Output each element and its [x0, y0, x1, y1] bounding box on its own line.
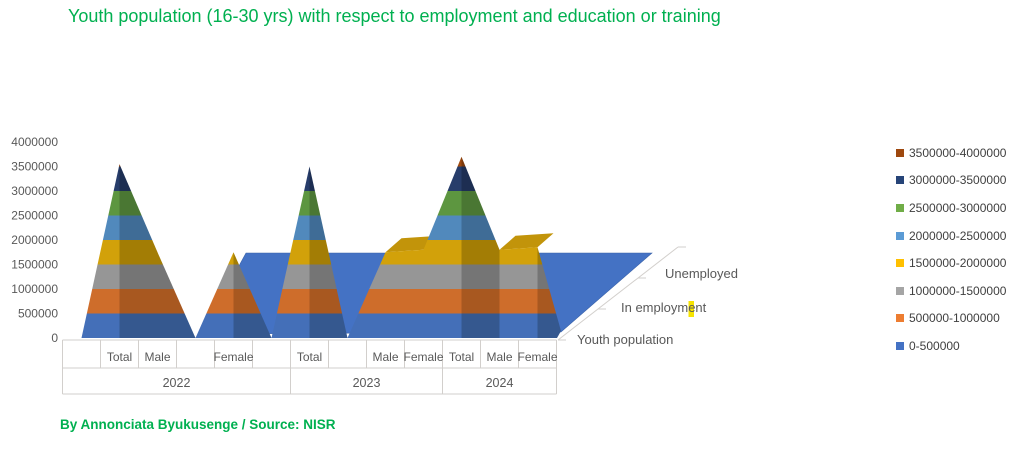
- category-label: Total: [297, 350, 322, 364]
- value-axis-label: 3500000: [11, 160, 58, 174]
- legend-item: 3000000-3500000: [896, 167, 1006, 195]
- attribution-text: By Annonciata Byukusenge / Source: NISR: [60, 417, 336, 432]
- legend-item: 1000000-1500000: [896, 277, 1006, 305]
- legend-label: 2500000-3000000: [909, 200, 1007, 215]
- legend-swatch: [896, 259, 904, 268]
- surface-face: [81, 164, 120, 338]
- value-axis-label: 500000: [18, 307, 58, 321]
- legend: 3500000-4000000 3000000-3500000 2500000-30…: [896, 139, 1006, 360]
- surface-face: [309, 166, 348, 338]
- legend-item: 1500000-2000000: [896, 249, 1006, 277]
- depth-axis-label: In employment: [621, 300, 707, 315]
- category-label: Female: [403, 350, 443, 364]
- legend-swatch: [896, 148, 904, 157]
- surface-face: [423, 156, 462, 338]
- legend-swatch: [896, 314, 904, 323]
- surface-face: [385, 249, 424, 338]
- legend-swatch: [896, 176, 904, 185]
- legend-label: 500000-1000000: [909, 311, 1000, 326]
- legend-swatch: [896, 203, 904, 212]
- legend-label: 1000000-1500000: [909, 283, 1007, 298]
- legend-item: 0-500000: [896, 332, 1006, 360]
- category-label: Male: [486, 350, 512, 364]
- value-axis-label: 1500000: [11, 258, 58, 272]
- category-label: Male: [144, 350, 170, 364]
- legend-item: 2500000-3000000: [896, 194, 1006, 222]
- value-axis-label: 0: [51, 331, 58, 345]
- surface-face: [347, 252, 386, 338]
- legend-item: 3500000-4000000: [896, 139, 1006, 167]
- legend-label: 2000000-2500000: [909, 228, 1007, 243]
- depth-axis-line: [557, 246, 679, 341]
- highlight-artifact: [688, 301, 694, 317]
- legend-item: 500000-1000000: [896, 305, 1006, 333]
- value-axis-label: 3000000: [11, 184, 58, 198]
- legend-item: 2000000-2500000: [896, 222, 1006, 250]
- surface-face: [119, 164, 158, 338]
- surface-face: [157, 252, 196, 338]
- depth-axis-label: Youth population: [577, 332, 673, 347]
- category-label: Female: [517, 350, 557, 364]
- legend-label: 1500000-2000000: [909, 256, 1007, 271]
- category-label: Female: [213, 350, 253, 364]
- legend-swatch: [896, 341, 904, 350]
- surface-ridge-cap: [499, 233, 554, 250]
- surface-face: [271, 166, 310, 338]
- surface-ridge-cap: [385, 235, 440, 253]
- depth-axis-label: Unemployed: [665, 266, 738, 281]
- legend-swatch: [896, 286, 904, 295]
- year-label: 2022: [163, 376, 191, 390]
- surface-face: [499, 247, 538, 338]
- surface-end-cap: [537, 247, 561, 338]
- chart-title: Youth population (16-30 yrs) with respec…: [68, 6, 721, 26]
- value-axis-label: 4000000: [11, 135, 58, 149]
- category-label: Total: [449, 350, 474, 364]
- year-label: 2024: [486, 376, 514, 390]
- surface-face: [195, 252, 234, 338]
- year-label: 2023: [353, 376, 381, 390]
- value-axis-label: 1000000: [11, 282, 58, 296]
- legend-label: 3500000-4000000: [909, 145, 1007, 160]
- category-label: Total: [107, 350, 132, 364]
- value-axis-label: 2500000: [11, 209, 58, 223]
- surface-face: [461, 156, 500, 338]
- value-axis-label: 2000000: [11, 233, 58, 247]
- legend-label: 0-500000: [909, 338, 960, 353]
- legend-label: 3000000-3500000: [909, 173, 1007, 188]
- surface-face: [233, 252, 272, 338]
- category-label: Male: [372, 350, 398, 364]
- legend-swatch: [896, 231, 904, 240]
